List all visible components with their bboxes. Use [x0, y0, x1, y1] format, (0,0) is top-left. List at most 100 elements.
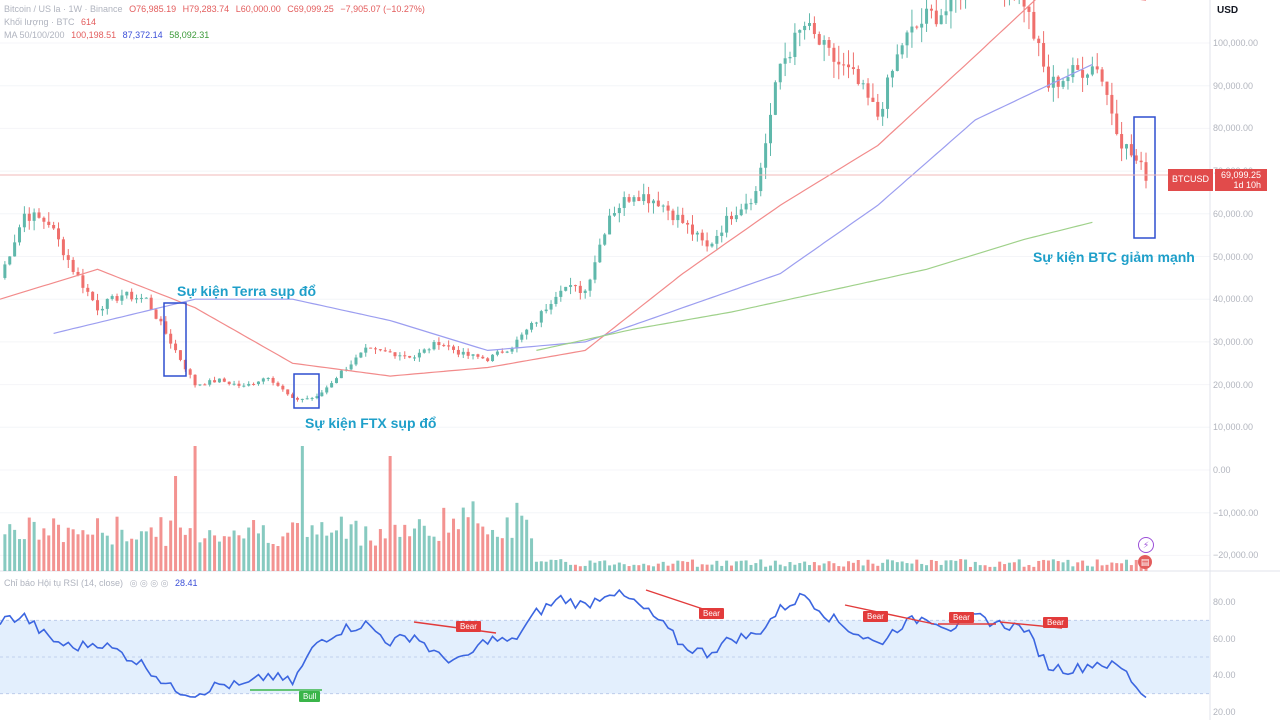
candle-body	[105, 298, 109, 309]
volume-bar	[339, 516, 343, 571]
lightning-icon[interactable]: ⚡	[1138, 537, 1154, 553]
volume-bar	[749, 564, 753, 571]
candle-body	[1090, 66, 1094, 75]
ohlc-close: C69,099.25	[287, 4, 334, 14]
volume-bar	[1046, 560, 1050, 571]
candle-body	[881, 108, 885, 117]
candle-body	[27, 213, 31, 221]
candle-body	[66, 255, 70, 260]
ma50-value: 100,198.51	[71, 30, 117, 40]
volume-bar	[1007, 562, 1011, 571]
flag-icon[interactable]: ▤	[1138, 555, 1152, 569]
candle-body	[1037, 38, 1041, 44]
volume-bar	[603, 560, 607, 571]
volume-bar	[890, 560, 894, 571]
candle-body	[1022, 0, 1026, 7]
candle-body	[1056, 76, 1060, 87]
candle-body	[383, 350, 387, 352]
volume-bar	[817, 565, 821, 571]
volume-bar	[310, 525, 314, 571]
candle-body	[1110, 94, 1114, 114]
volume-bar	[61, 542, 65, 571]
volume-bar	[100, 532, 104, 571]
volume-bar	[110, 544, 114, 571]
price-tick: 90,000.00	[1213, 80, 1254, 91]
candle-body	[876, 101, 880, 117]
volume-bar	[871, 563, 875, 571]
volume-bar	[1003, 564, 1007, 571]
candle-body	[456, 349, 460, 355]
bear-tag-3: Bear	[863, 611, 888, 622]
ohlc-high: H79,283.74	[182, 4, 230, 14]
volume-bar	[564, 561, 568, 571]
candle-body	[213, 380, 217, 383]
candle-body	[491, 354, 495, 362]
candle-body	[603, 234, 607, 245]
candle-body	[178, 350, 182, 360]
volume-bar	[905, 563, 909, 571]
event-boxes	[163, 116, 1156, 409]
candle-body	[334, 378, 338, 384]
bear-tag-2: Bear	[699, 608, 724, 619]
volume-bar	[944, 560, 948, 571]
volume-bar	[895, 562, 899, 571]
volume-bar	[651, 566, 655, 571]
candle-body	[695, 232, 699, 235]
symbol-line: Bitcoin / US la · 1W · Binance	[4, 4, 123, 14]
volume-bar	[598, 561, 602, 571]
volume-bar	[422, 525, 426, 571]
candle-body	[413, 357, 417, 359]
candle-body	[1139, 160, 1143, 163]
candle-body	[286, 389, 290, 395]
volume-bar	[295, 523, 299, 571]
candle-body	[198, 384, 202, 386]
volume-bar	[725, 560, 729, 571]
axis-currency[interactable]: USD	[1217, 5, 1239, 16]
volume-bar	[76, 534, 80, 571]
candle-body	[890, 70, 894, 78]
rsi-tick: 60.00	[1213, 633, 1236, 644]
candle-body	[315, 396, 319, 399]
volume-bar	[837, 566, 841, 571]
candle-body	[539, 311, 543, 323]
volume-bar	[52, 518, 56, 571]
candle-body	[681, 214, 685, 223]
candle-body	[154, 309, 158, 319]
candle-body	[569, 285, 573, 287]
candle-body	[637, 197, 641, 202]
volume-bar	[549, 559, 553, 571]
candle-body	[578, 285, 582, 293]
volume-bar	[266, 542, 270, 571]
volume-bar	[998, 561, 1002, 571]
candle-body	[232, 383, 236, 385]
volume-bar	[466, 517, 470, 571]
candle-body	[861, 83, 865, 85]
price-tick: 30,000.00	[1213, 336, 1254, 347]
candle-body	[291, 394, 295, 398]
candle-body	[515, 339, 519, 349]
price-tick: 10,000.00	[1213, 422, 1254, 433]
volume-bar	[715, 560, 719, 571]
volume-bar	[403, 524, 407, 571]
volume-bar	[242, 538, 246, 571]
volume-bar	[383, 538, 387, 571]
volume-bar	[349, 524, 353, 571]
candle-body	[812, 22, 816, 35]
candle-body	[783, 58, 787, 64]
candle-body	[1120, 134, 1124, 149]
volume-bar	[66, 527, 70, 571]
volume-bar	[198, 542, 202, 571]
candle-body	[403, 355, 407, 357]
volume-bar	[973, 561, 977, 571]
candle-body	[256, 381, 260, 385]
volume-bar	[334, 530, 338, 571]
volume-bar	[686, 561, 690, 571]
candle-body	[222, 378, 226, 382]
volume-bar	[759, 559, 763, 571]
volume-bar	[569, 564, 573, 571]
candle-body	[208, 380, 212, 385]
candle-body	[71, 259, 75, 272]
volume-bar	[593, 562, 597, 571]
volume-bar	[705, 564, 709, 571]
